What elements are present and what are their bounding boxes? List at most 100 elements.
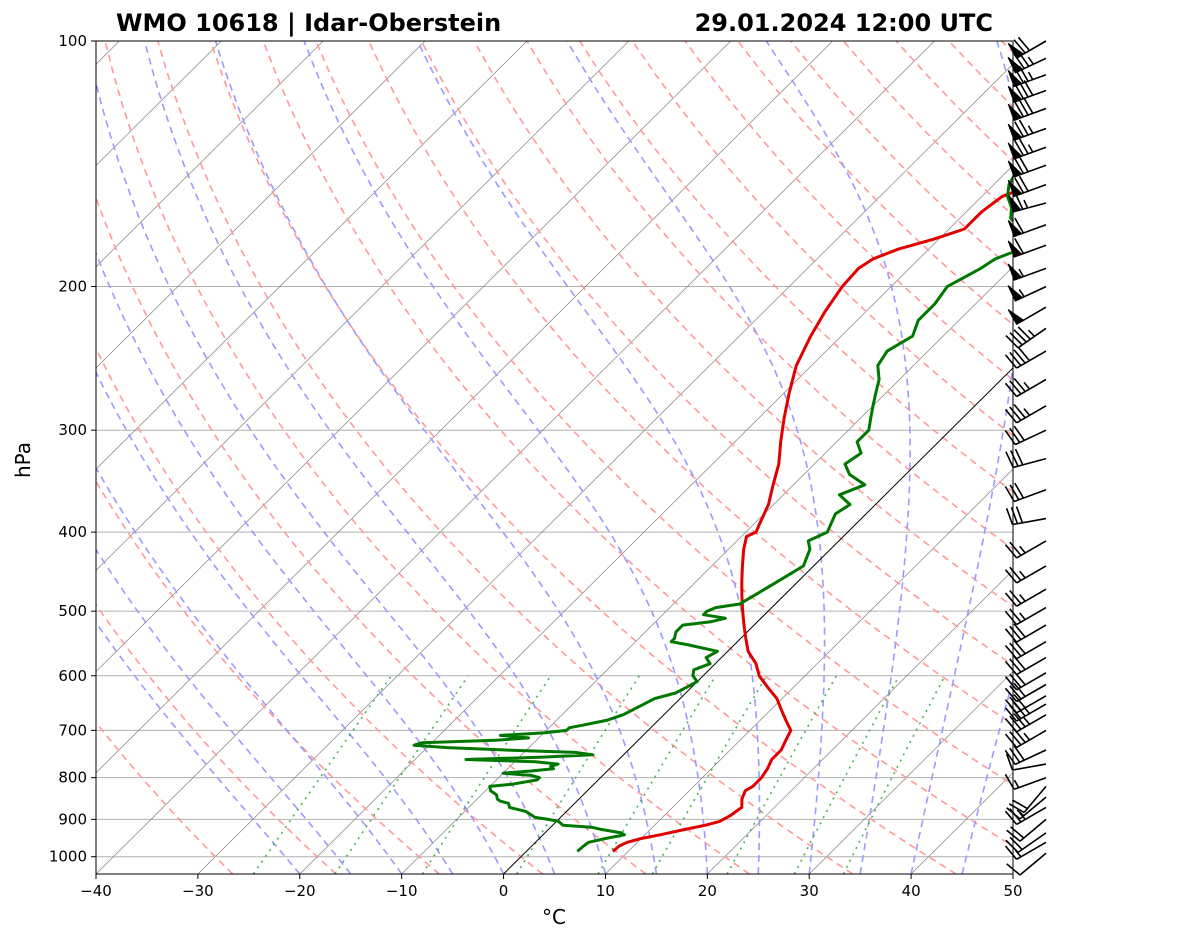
wind-barb <box>1013 98 1047 121</box>
wind-barb <box>1004 728 1047 749</box>
y-tick-label: 600 <box>58 667 87 685</box>
wind-barb <box>1004 540 1047 559</box>
dry-adiabat <box>96 603 337 874</box>
dewpoint-profile <box>412 174 1013 853</box>
isotherm-line <box>299 164 1013 874</box>
wind-barb-flag <box>1007 42 1025 59</box>
y-tick-label: 100 <box>58 32 87 50</box>
chart-title-station: WMO 10618 | Idar-Oberstein <box>116 9 501 37</box>
wind-barb <box>1013 119 1047 141</box>
wind-barb-flag <box>1007 263 1023 281</box>
wind-barb-flag <box>1007 309 1025 325</box>
y-tick-label: 700 <box>58 721 87 739</box>
wind-barb <box>1013 51 1047 74</box>
isotherm-line <box>808 671 1013 874</box>
wind-barb-flag <box>1007 160 1023 178</box>
wind-barb <box>1013 138 1047 160</box>
dry-adiabat <box>96 479 440 874</box>
isotherm-line <box>96 41 324 268</box>
wind-barb-flag <box>1007 103 1023 121</box>
mixing-ratio-line <box>842 675 946 874</box>
wind-barb-flag <box>1007 70 1023 88</box>
dry-adiabat <box>420 41 1013 666</box>
wind-barb <box>1004 377 1047 398</box>
wind-barb <box>1013 65 1047 88</box>
y-tick-label: 500 <box>58 602 87 620</box>
y-tick-label: 300 <box>58 421 87 439</box>
isotherm-line <box>96 41 833 774</box>
isotherm-line <box>197 63 1013 874</box>
wind-barb <box>1005 832 1047 854</box>
wind-barb-flag <box>1007 240 1023 258</box>
wind-barb <box>1006 818 1047 842</box>
wind-barbs <box>1004 36 1047 876</box>
dry-adiabat <box>684 41 1013 381</box>
dry-adiabat <box>96 195 647 874</box>
y-axis: 100 200 300 400 500 600 700 800 900 1000 <box>49 32 96 866</box>
isotherm-line <box>1012 873 1013 874</box>
dry-adiabat <box>104 41 750 874</box>
moist-adiabat <box>910 41 1013 874</box>
y-axis-label: hPa <box>11 442 35 478</box>
moist-adiabat <box>96 370 454 874</box>
wind-barb <box>1004 655 1047 676</box>
isotherm-line <box>96 41 630 571</box>
wind-barb <box>1004 694 1047 714</box>
dry-adiabat <box>1001 41 1013 54</box>
wind-barb-flag <box>1007 56 1024 74</box>
wind-barb <box>1005 448 1047 469</box>
wind-barb-flag <box>1008 195 1022 213</box>
dry-adiabat <box>209 41 957 874</box>
wind-barb <box>1004 713 1047 733</box>
zero-isotherm <box>503 367 1013 874</box>
x-tick-label: 10 <box>596 882 615 900</box>
y-tick-label: 400 <box>58 523 87 541</box>
mixing-ratio-line <box>651 675 768 874</box>
wind-barb <box>1004 806 1047 826</box>
wind-barb <box>1006 796 1047 820</box>
wind-barb <box>1004 623 1047 643</box>
moist-adiabat <box>303 41 709 874</box>
dry-adiabat <box>262 41 1013 848</box>
isotherm-line <box>96 41 426 369</box>
dry-adiabat <box>96 346 544 874</box>
wind-barb-flag <box>1007 220 1023 238</box>
isotherm-line <box>401 266 1013 874</box>
isotherm-line <box>96 41 528 470</box>
wind-barb <box>1004 588 1047 607</box>
wind-barb <box>1004 639 1047 660</box>
y-tick-label: 900 <box>58 810 87 828</box>
moist-adiabat <box>96 548 352 874</box>
dry-adiabat <box>473 41 1013 608</box>
x-tick-label: 20 <box>698 882 717 900</box>
moist-adiabat <box>96 251 505 874</box>
x-tick-label: 30 <box>800 882 819 900</box>
wind-barb <box>1004 773 1047 791</box>
mixing-ratio-line <box>793 675 900 874</box>
x-tick-label: 40 <box>902 882 921 900</box>
wind-barb <box>1008 785 1047 814</box>
wind-barb <box>1004 606 1047 626</box>
wind-barb <box>1004 682 1047 703</box>
wind-barb <box>1004 403 1047 424</box>
wind-barb-flag <box>1007 85 1023 103</box>
wind-barb <box>1004 482 1047 503</box>
mixing-ratio-line <box>597 675 717 874</box>
wind-barb-flag <box>1007 142 1023 160</box>
wind-barb <box>1005 326 1047 349</box>
moist-adiabat <box>96 466 403 874</box>
plot-frame <box>95 40 1014 875</box>
isotherm-line <box>707 569 1013 874</box>
x-tick-label: −30 <box>182 882 214 900</box>
profiles <box>412 174 1013 853</box>
wind-barb <box>1004 671 1047 691</box>
x-axis-label: °C <box>542 905 566 929</box>
dry-adiabat <box>1054 41 1181 874</box>
wind-barb <box>1004 425 1047 446</box>
mixing-ratio-line <box>726 675 838 874</box>
x-tick-label: 0 <box>499 882 509 900</box>
wind-barb <box>1005 753 1047 771</box>
wind-barb-flag <box>1007 123 1023 141</box>
mixing-ratio-line <box>252 675 392 874</box>
x-tick-label: −20 <box>284 882 316 900</box>
